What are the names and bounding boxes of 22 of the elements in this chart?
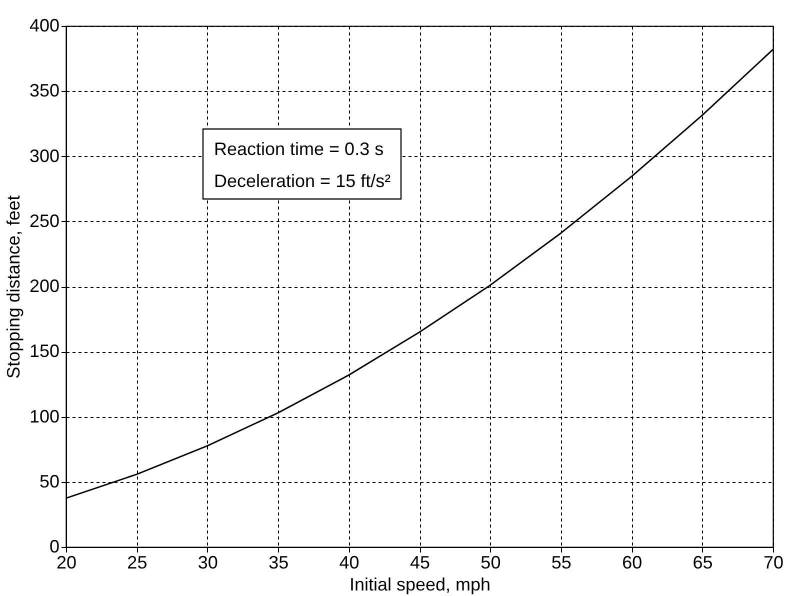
annotation: Deceleration = 15 ft/s² [214,171,391,191]
y-tick-label: 300 [29,146,60,166]
x-tick-label: 70 [763,552,784,572]
x-axis-title: Initial speed, mph [349,574,491,594]
x-tick-label: 65 [692,552,713,572]
x-tick-label: 45 [410,552,430,572]
y-tick-label: 200 [29,276,60,296]
y-tick-label: 400 [29,16,60,36]
x-tick-label: 60 [622,552,642,572]
x-tick-label: 50 [480,552,501,572]
y-tick-label: 50 [39,471,60,492]
y-tick-label: 100 [29,406,60,426]
x-tick-label: 35 [268,552,289,572]
y-tick-label: 250 [29,210,60,231]
x-tick-label: 25 [127,552,148,572]
annotation: Reaction time = 0.3 s [214,139,384,159]
y-tick-label: 150 [29,341,60,362]
y-tick-label: 350 [29,80,60,101]
y-axis-title: Stopping distance, feet [3,195,24,379]
x-tick-label: 55 [551,552,572,572]
x-tick-label: 40 [339,552,360,572]
x-tick-label: 30 [198,552,218,572]
